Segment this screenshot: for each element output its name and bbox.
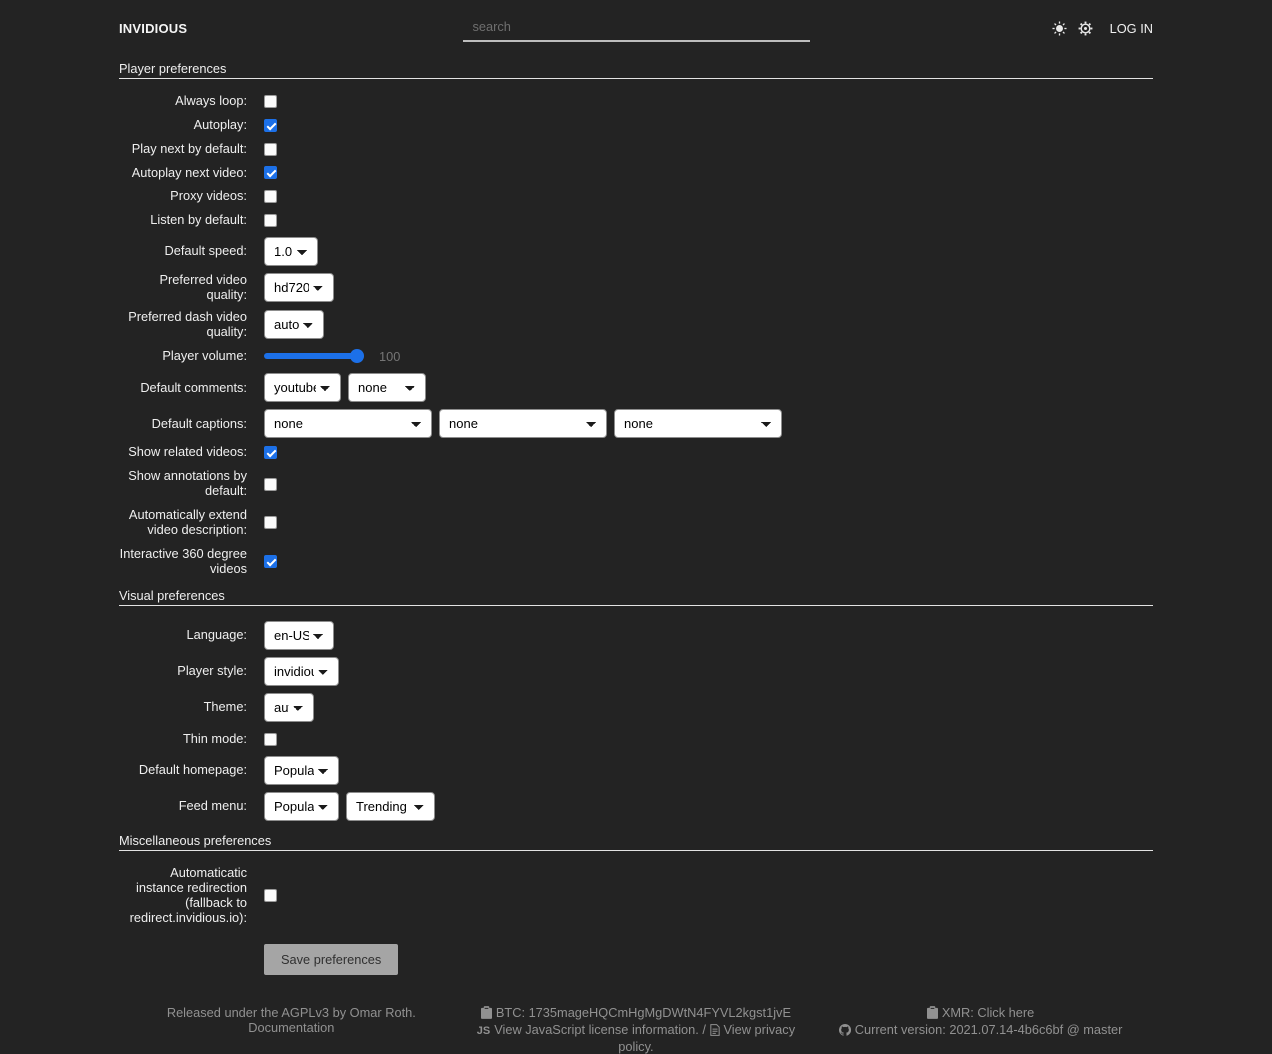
pref-row-auto-redirect: Automaticatic instance redirection (fall…: [119, 865, 1153, 925]
pref-row-language: Language: en-US: [119, 621, 1153, 651]
annotations-label: Show annotations by default:: [128, 468, 247, 499]
play-next-label: Play next by default:: [131, 140, 247, 156]
js-icon: JS: [476, 1024, 491, 1037]
footer-donate-column: BTC: 1735mageHQCmHgMgDWtN4FYVL2kgst1jvE …: [464, 1005, 809, 1054]
btc-address-text: BTC: 1735mageHQCmHgMgDWtN4FYVL2kgst1jvE: [495, 1004, 791, 1020]
proxy-videos-label: Proxy videos:: [170, 188, 247, 204]
always-loop-checkbox[interactable]: [264, 94, 277, 108]
listen-default-label: Listen by default:: [150, 212, 247, 228]
pref-row-annotations: Show annotations by default:: [119, 468, 1153, 499]
proxy-videos-checkbox[interactable]: [264, 190, 277, 204]
visual-preferences-heading: Visual preferences: [119, 588, 1153, 607]
feed-menu-select-1[interactable]: Popular: [264, 792, 339, 822]
pref-row-dash-quality: Preferred dash video quality: auto: [119, 308, 1153, 340]
misc-preferences-heading: Miscellaneous preferences: [119, 833, 1153, 852]
default-comments-select-1[interactable]: youtube: [264, 373, 341, 403]
player-volume-slider[interactable]: [264, 349, 364, 364]
xmr-link[interactable]: XMR: Click here: [941, 1004, 1035, 1020]
vr-mode-checkbox[interactable]: [264, 555, 277, 568]
pref-row-thin-mode: Thin mode:: [119, 731, 1153, 747]
pref-row-autoplay: Autoplay:: [119, 116, 1153, 133]
version-link[interactable]: Current version: 2021.07.14-4b6c6bf @ ma…: [854, 1021, 1123, 1037]
related-videos-label: Show related videos:: [128, 444, 247, 460]
github-icon: [838, 1023, 851, 1039]
pref-row-extend-description: Automatically extend video description:: [119, 506, 1153, 538]
player-volume-label: Player volume:: [162, 348, 247, 364]
pref-row-play-next: Play next by default:: [119, 140, 1153, 157]
play-next-checkbox[interactable]: [264, 142, 277, 156]
video-quality-label: Preferred video quality:: [159, 272, 248, 302]
pref-row-proxy-videos: Proxy videos:: [119, 189, 1153, 204]
vr-mode-label: Interactive 360 degree videos: [119, 545, 247, 576]
autoplay-checkbox[interactable]: [264, 118, 277, 132]
pref-row-player-style: Player style: invidious: [119, 657, 1153, 687]
pref-row-default-captions: Default captions: none none none: [119, 409, 1153, 439]
default-speed-label: Default speed:: [164, 243, 247, 259]
footer: Released under the AGPLv3 by Omar Roth. …: [119, 1005, 1153, 1054]
theme-select[interactable]: auto: [264, 693, 314, 723]
invidious-logo[interactable]: INVIDIOUS: [119, 21, 188, 36]
default-comments-label: Default comments:: [140, 379, 247, 395]
default-captions-label: Default captions:: [151, 415, 247, 431]
search-input[interactable]: [462, 15, 810, 42]
feed-menu-label: Feed menu:: [178, 798, 247, 814]
player-style-select[interactable]: invidious: [264, 657, 339, 687]
pref-row-listen-default: Listen by default:: [119, 212, 1153, 228]
pref-row-video-quality: Preferred video quality: hd720: [119, 272, 1153, 303]
default-homepage-select[interactable]: Popular: [264, 756, 339, 786]
top-navbar: INVIDIOUS: [119, 0, 1153, 42]
autoplay-label: Autoplay:: [193, 116, 247, 132]
documentation-link[interactable]: Documentation: [248, 1019, 335, 1035]
default-captions-select-3[interactable]: none: [614, 409, 782, 439]
pref-row-feed-menu: Feed menu: Popular Trending: [119, 792, 1153, 822]
extend-description-checkbox[interactable]: [264, 516, 277, 530]
document-icon: [709, 1023, 720, 1039]
pref-row-default-comments: Default comments: youtube none: [119, 373, 1153, 403]
player-volume-value: 100: [379, 348, 401, 364]
pref-row-autoplay-next: Autoplay next video:: [119, 164, 1153, 181]
autoplay-next-checkbox[interactable]: [264, 166, 277, 180]
pref-row-default-speed: Default speed: 1.0: [119, 237, 1153, 267]
footer-license-column: Released under the AGPLv3 by Omar Roth. …: [119, 1005, 464, 1054]
default-captions-select-2[interactable]: none: [439, 409, 607, 439]
language-select[interactable]: en-US: [264, 621, 334, 651]
related-videos-checkbox[interactable]: [264, 446, 277, 460]
video-quality-select[interactable]: hd720: [264, 273, 334, 303]
default-comments-select-2[interactable]: none: [348, 373, 426, 403]
auto-redirect-label: Automaticatic instance redirection (fall…: [129, 865, 247, 925]
default-homepage-label: Default homepage:: [138, 762, 247, 778]
dash-quality-label: Preferred dash video quality:: [128, 308, 247, 339]
extend-description-label: Automatically extend video description:: [128, 506, 247, 537]
gear-icon[interactable]: [1078, 21, 1093, 36]
footer-released-text: Released under the AGPLv3 by Omar Roth.: [166, 1004, 416, 1020]
sun-icon[interactable]: [1052, 21, 1067, 36]
save-preferences-button[interactable]: Save preferences: [264, 943, 399, 975]
dash-quality-select[interactable]: auto: [264, 310, 324, 340]
annotations-checkbox[interactable]: [264, 477, 277, 491]
always-loop-label: Always loop:: [175, 93, 247, 108]
autoplay-next-label: Autoplay next video:: [131, 164, 247, 180]
thin-mode-label: Thin mode:: [182, 731, 247, 747]
pref-row-vr-mode: Interactive 360 degree videos: [119, 545, 1153, 577]
pref-row-always-loop: Always loop:: [119, 93, 1153, 109]
feed-menu-select-2[interactable]: Trending: [346, 792, 435, 822]
js-license-link[interactable]: View JavaScript license information.: [494, 1021, 699, 1037]
pref-row-default-homepage: Default homepage: Popular: [119, 756, 1153, 786]
thin-mode-checkbox[interactable]: [264, 733, 277, 747]
default-speed-select[interactable]: 1.0: [264, 237, 318, 267]
player-preferences-heading: Player preferences: [119, 61, 1153, 79]
pref-row-theme: Theme: auto: [119, 693, 1153, 723]
login-link[interactable]: LOG IN: [1109, 21, 1153, 36]
footer-version-column: XMR: Click here Current version: 2021.07…: [808, 1005, 1153, 1054]
listen-default-checkbox[interactable]: [264, 214, 277, 228]
player-style-label: Player style:: [177, 663, 247, 679]
auto-redirect-checkbox[interactable]: [264, 889, 277, 903]
language-label: Language:: [186, 627, 248, 643]
default-captions-select-1[interactable]: none: [264, 409, 432, 439]
pref-row-related-videos: Show related videos:: [119, 445, 1153, 460]
pref-row-player-volume: Player volume: 100: [119, 346, 1153, 366]
theme-label: Theme:: [203, 699, 247, 715]
footer-separator: /: [698, 1021, 710, 1037]
